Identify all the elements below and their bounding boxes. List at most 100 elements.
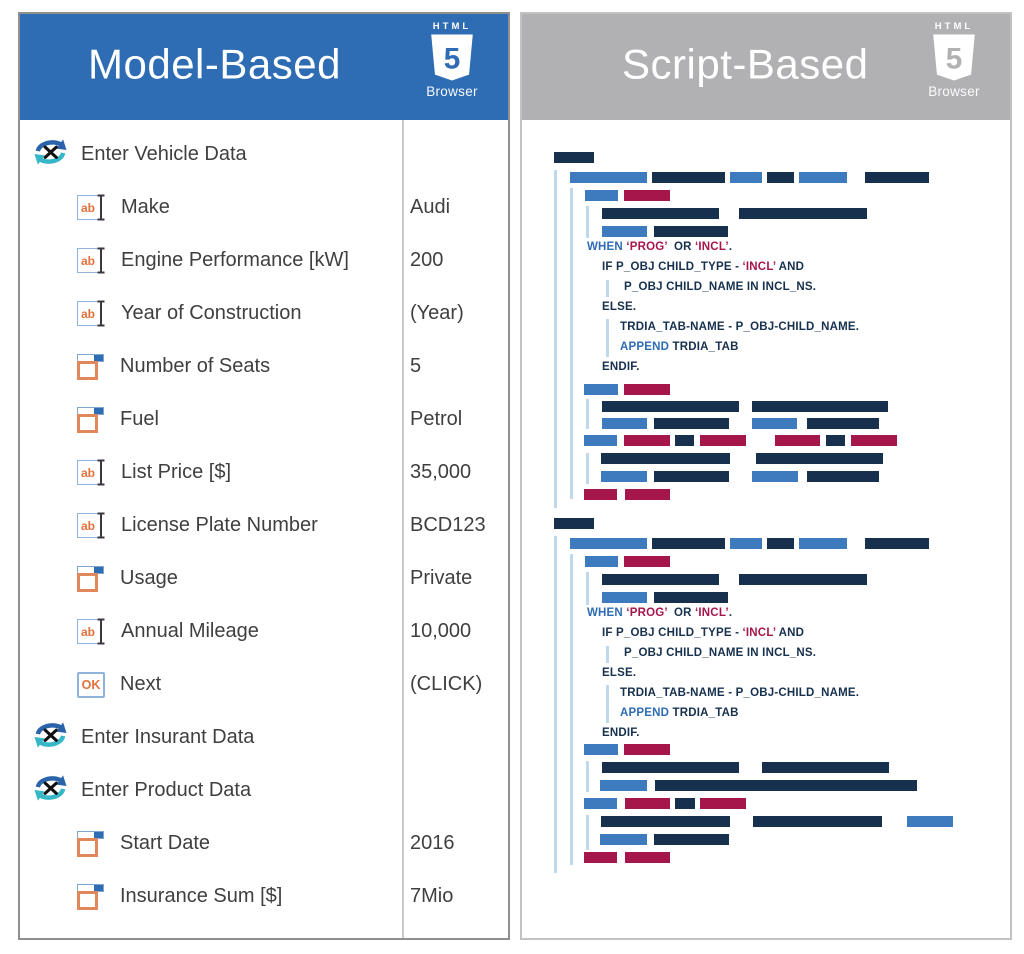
code-token: ‘INCL’	[742, 627, 776, 639]
code-text-line: WHEN ‘PROG’ OR ‘INCL’.	[587, 241, 732, 254]
field-row: Usage Private	[20, 552, 506, 605]
code-bar	[807, 418, 879, 429]
code-token: OR	[667, 607, 696, 619]
row-value: Private	[410, 567, 473, 589]
code-text-line: ELSE.	[602, 301, 636, 314]
code-bar	[675, 798, 695, 809]
code-bar	[654, 592, 728, 603]
field-row: ab Make Audi	[20, 181, 506, 234]
row-label: Engine Performance [kW]	[121, 249, 349, 271]
code-bar	[584, 798, 617, 809]
text-input-icon: ab	[77, 247, 106, 274]
row-value: 35,000	[410, 461, 472, 483]
code-token: IF P_OBJ CHILD_TYPE -	[602, 261, 743, 273]
row-label: Start Date	[120, 832, 211, 854]
field-row: Insurance Sum [$] 7Mio	[20, 870, 506, 923]
code-bar	[602, 592, 647, 603]
indent-guide	[586, 572, 589, 605]
code-bar	[624, 556, 670, 567]
code-bar	[654, 226, 728, 237]
code-bar	[585, 190, 618, 201]
code-bar	[602, 401, 739, 412]
code-token: IF P_OBJ CHILD_TYPE -	[602, 627, 743, 639]
indent-guide	[570, 554, 573, 865]
text-input-icon: ab	[77, 194, 106, 221]
code-bar	[799, 172, 847, 183]
text-input-icon: ab	[77, 512, 106, 539]
code-bar	[625, 852, 670, 863]
section-row: Enter Vehicle Data	[20, 128, 506, 181]
code-token: ‘PROG’	[626, 241, 668, 253]
process-cycle-icon	[34, 773, 67, 808]
row-label: Number of Seats	[120, 355, 271, 377]
code-bar	[826, 435, 845, 446]
code-token: WHEN	[587, 607, 627, 619]
code-bar	[570, 172, 647, 183]
code-bar	[600, 780, 647, 791]
code-bar	[584, 384, 618, 395]
code-token: WHEN	[587, 241, 627, 253]
indent-guide	[586, 815, 589, 850]
code-token: P_OBJ CHILD_NAME IN INCL_NS.	[624, 647, 817, 659]
code-token: P_OBJ CHILD_NAME IN INCL_NS.	[624, 281, 817, 293]
code-bar	[624, 384, 670, 395]
code-bar	[675, 435, 694, 446]
indent-guide	[586, 206, 589, 238]
row-label: Enter Vehicle Data	[81, 143, 247, 165]
row-value: (CLICK)	[410, 673, 483, 695]
code-block-head-bar	[554, 518, 594, 529]
field-row: Number of Seats 5	[20, 340, 506, 393]
svg-text:5: 5	[946, 43, 963, 76]
code-bar	[624, 435, 670, 446]
code-bar	[807, 471, 879, 482]
code-bar	[600, 834, 647, 845]
code-bar	[767, 538, 794, 549]
code-bar	[775, 435, 820, 446]
code-bar	[584, 435, 617, 446]
code-bar	[654, 418, 729, 429]
field-row: OK Next (CLICK)	[20, 658, 506, 711]
html5-badge-top-label: HTML	[432, 21, 472, 32]
code-bar	[625, 798, 670, 809]
section-row: Enter Insurant Data	[20, 711, 506, 764]
row-label: Usage	[120, 567, 178, 589]
code-bar	[752, 401, 888, 412]
select-icon	[77, 883, 105, 910]
code-bar	[700, 435, 746, 446]
code-bar	[762, 762, 889, 773]
row-label: Insurance Sum [$]	[120, 885, 283, 907]
svg-text:5: 5	[444, 43, 461, 76]
row-label: Make	[121, 196, 170, 218]
code-text-line: WHEN ‘PROG’ OR ‘INCL’.	[587, 607, 732, 620]
script-based-panel: Script-Based HTML 5 Browser WHEN ‘PROG’ …	[520, 12, 1012, 940]
html5-badge-top-label: HTML	[934, 21, 974, 32]
indent-guide	[606, 646, 609, 663]
process-cycle-icon	[34, 720, 67, 755]
code-token: ‘INCL’	[695, 241, 729, 253]
select-icon	[77, 565, 105, 592]
row-label: Fuel	[120, 408, 159, 430]
indent-guide	[606, 280, 609, 297]
code-bar	[624, 190, 670, 201]
code-token: ENDIF.	[602, 727, 640, 739]
code-text-line: APPEND TRDIA_TAB	[620, 707, 739, 720]
code-text-line: IF P_OBJ CHILD_TYPE - ‘INCL’ AND	[602, 627, 804, 640]
row-value: 5	[410, 355, 422, 377]
code-bar	[602, 208, 719, 219]
code-bar	[601, 453, 730, 464]
text-input-icon: ab	[77, 300, 106, 327]
code-bar	[865, 172, 929, 183]
code-bar	[752, 418, 797, 429]
field-row: ab License Plate Number BCD123	[20, 499, 506, 552]
code-text-line: ELSE.	[602, 667, 636, 680]
row-value: 7Mio	[410, 885, 454, 907]
row-value: Petrol	[410, 408, 463, 430]
code-token: .	[728, 607, 733, 619]
select-icon	[77, 830, 105, 857]
row-label: Annual Mileage	[121, 620, 259, 642]
code-bar	[654, 834, 729, 845]
code-bar	[652, 172, 725, 183]
code-bar	[602, 418, 647, 429]
select-icon	[77, 406, 105, 433]
